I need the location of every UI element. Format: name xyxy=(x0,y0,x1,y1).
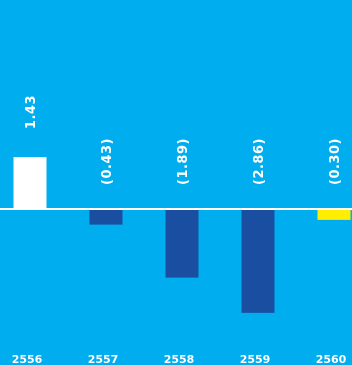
value-label-2558: (1.89) xyxy=(176,138,191,185)
value-label-2556: 1.43 xyxy=(24,95,39,129)
x-tick-label-2560: 2560 xyxy=(316,353,347,365)
x-tick-label-2558: 2558 xyxy=(164,353,195,365)
bar-2560 xyxy=(317,209,351,220)
bar-2557 xyxy=(89,209,123,225)
value-label-2559: (2.86) xyxy=(252,138,267,185)
bar-2558 xyxy=(165,209,199,278)
x-tick-label-2556: 2556 xyxy=(12,353,43,365)
bars-layer xyxy=(13,157,351,313)
value-label-2557: (0.43) xyxy=(100,138,115,185)
x-tick-label-2559: 2559 xyxy=(240,353,271,365)
x-tick-label-2557: 2557 xyxy=(88,353,119,365)
bar-2556 xyxy=(13,157,47,209)
value-labels-layer: 1.43 (0.43) (1.89) (2.86) (0.30) xyxy=(24,95,343,185)
value-label-2560: (0.30) xyxy=(328,138,343,185)
x-axis-labels-layer: 2556 2557 2558 2559 2560 xyxy=(12,353,347,365)
bar-2559 xyxy=(241,209,275,313)
